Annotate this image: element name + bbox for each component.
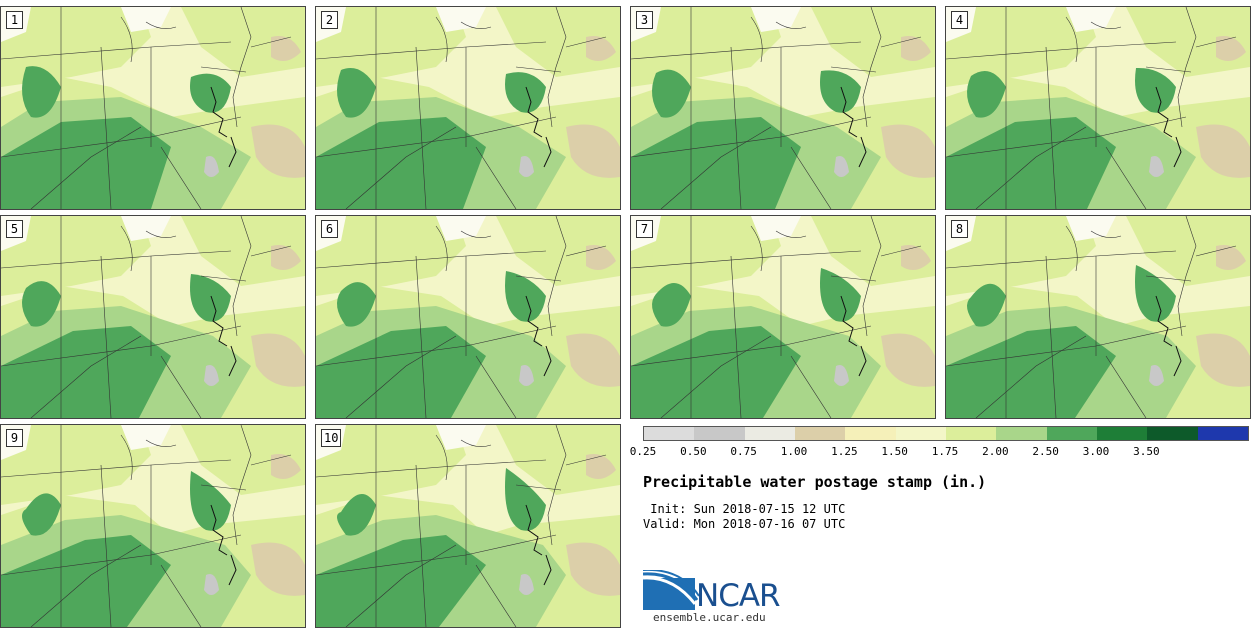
legend-swatch — [744, 427, 795, 440]
member-number: 5 — [6, 220, 23, 238]
ncar-logo-icon — [643, 570, 700, 610]
legend-swatch — [996, 427, 1047, 440]
legend-swatch — [644, 427, 695, 440]
init-time: Init: Sun 2018-07-15 12 UTC — [643, 502, 846, 516]
precip-water-map — [1, 216, 305, 418]
member-number: 4 — [951, 11, 968, 29]
legend-swatch — [1046, 427, 1097, 440]
legend-swatch — [1147, 427, 1198, 440]
member-number: 1 — [6, 11, 23, 29]
precip-water-map — [316, 425, 620, 627]
chart-title: Precipitable water postage stamp (in.) — [643, 473, 987, 491]
member-number: 6 — [321, 220, 338, 238]
ncar-logo-text: NCAR — [696, 578, 781, 614]
legend-tick-label: 1.00 — [780, 445, 808, 458]
ensemble-member-panel: 5 — [0, 215, 306, 419]
legend-tick-label: 1.50 — [881, 445, 908, 458]
legend-swatch — [794, 427, 846, 440]
ensemble-member-panel: 1 — [0, 6, 306, 210]
precip-water-map — [316, 216, 620, 418]
precip-water-map — [631, 216, 935, 418]
legend-swatch — [895, 427, 946, 440]
legend-tick-label: 1.75 — [931, 445, 959, 458]
legend-tick-label: 3.50 — [1133, 445, 1160, 458]
legend-tick-label: 2.00 — [982, 445, 1009, 458]
legend-tick-label: 2.50 — [1032, 445, 1059, 458]
valid-time: Valid: Mon 2018-07-16 07 UTC — [643, 517, 846, 531]
legend-tick-label: 0.75 — [730, 445, 757, 458]
member-number: 2 — [321, 11, 338, 29]
member-number: 7 — [636, 220, 653, 238]
logo-url: ensemble.ucar.edu — [653, 611, 766, 624]
member-number: 9 — [6, 429, 23, 447]
member-number: 8 — [951, 220, 968, 238]
member-number: 10 — [321, 429, 342, 447]
legend-tick-label: 0.50 — [680, 445, 707, 458]
precip-water-map — [1, 425, 305, 627]
member-number: 3 — [636, 11, 653, 29]
legend-swatch — [1197, 427, 1248, 440]
precip-water-map — [316, 7, 620, 209]
legend-swatch — [1096, 427, 1148, 440]
ensemble-member-panel: 8 — [945, 215, 1251, 419]
precip-water-map — [946, 216, 1250, 418]
legend-tick-label: 1.25 — [831, 445, 858, 458]
legend-tick-label: 0.25 — [629, 445, 657, 458]
precip-water-map — [1, 7, 305, 209]
color-legend: 0.25 0.50 0.75 1.00 1.25 1.50 1.75 2.00 2.50 3.00… — [630, 426, 1249, 458]
ensemble-member-panel: 9 — [0, 424, 306, 628]
ensemble-member-panel: 3 — [630, 6, 936, 210]
legend-swatch — [694, 427, 745, 440]
ensemble-member-panel: 6 — [315, 215, 621, 419]
ensemble-member-panel: 10 — [315, 424, 621, 628]
legend-tick-label: 3.00 — [1082, 445, 1110, 458]
ensemble-member-panel: 4 — [945, 6, 1251, 210]
ensemble-member-panel: 7 — [630, 215, 936, 419]
precip-water-map — [946, 7, 1250, 209]
precip-water-map — [631, 7, 935, 209]
legend-swatch — [845, 427, 896, 440]
legend-color-bar — [643, 426, 1249, 441]
ensemble-member-panel: 2 — [315, 6, 621, 210]
legend-swatch — [945, 427, 997, 440]
